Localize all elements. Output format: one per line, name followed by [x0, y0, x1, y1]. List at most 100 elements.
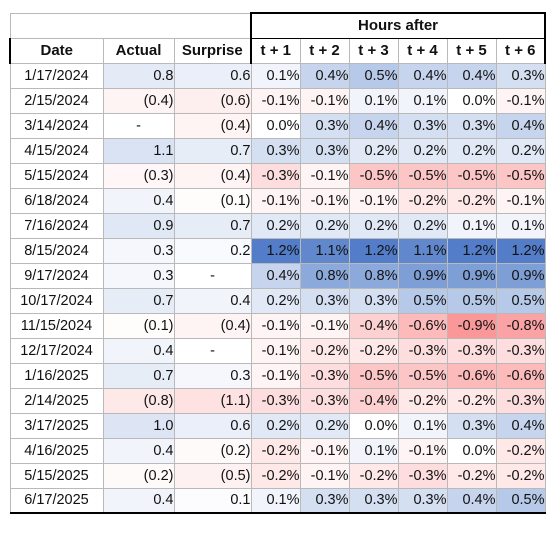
hour-return-cell: -0.3%	[397, 462, 448, 489]
hour-return-cell: 1.2%	[446, 237, 497, 264]
date-cell: 7/16/2024	[9, 212, 104, 239]
hour-return-cell: 0.5%	[495, 287, 546, 314]
hour-return-cell: 0.1%	[495, 212, 546, 239]
hour-return-cell: -0.3%	[397, 337, 448, 364]
table-body: 1/17/2024 0.8 0.6 0.1% 0.4% 0.5% 0.4% 0.4% 0.3% 2…	[9, 62, 546, 514]
date-column-header: Date	[9, 37, 104, 64]
hour-return-cell: -0.2%	[446, 462, 497, 489]
hour-return-cell: 0.3%	[397, 112, 448, 139]
hour-return-cell: 0.2%	[250, 412, 301, 439]
hour-return-cell: 0.1%	[446, 212, 497, 239]
hour-return-cell: -0.6%	[495, 362, 546, 389]
hour-return-cell: 0.2%	[348, 137, 399, 164]
hour-return-cell: 0.1%	[250, 487, 301, 514]
date-cell: 1/17/2024	[9, 62, 104, 89]
hour-return-cell: -0.3%	[446, 337, 497, 364]
hour-return-cell: 1.2%	[250, 237, 301, 264]
hour-return-cell: 0.5%	[446, 287, 497, 314]
table-row: 6/18/2024 0.4 (0.1) -0.1% -0.1% -0.1% -0.2% -0.…	[9, 187, 546, 214]
hour-return-cell: -0.6%	[397, 312, 448, 339]
hour-return-cell: -0.1%	[397, 437, 448, 464]
hour-return-cell: 0.5%	[397, 287, 448, 314]
hour-return-cell: 0.3%	[495, 62, 546, 89]
surprise-cell: (1.1)	[173, 387, 252, 414]
hour-return-cell: 0.2%	[397, 137, 448, 164]
hour-return-cell: -0.3%	[495, 387, 546, 414]
hour-return-cell: 0.4%	[495, 112, 546, 139]
date-cell: 5/15/2025	[9, 462, 104, 489]
hour-return-cell: 0.1%	[397, 412, 448, 439]
hour-return-cell: -0.4%	[348, 312, 399, 339]
date-cell: 12/17/2024	[9, 337, 104, 364]
group-header-row: Hours after	[9, 12, 546, 39]
hour-return-cell: 0.4%	[446, 487, 497, 514]
actual-cell: (0.2)	[102, 462, 175, 489]
hour-return-cell: -0.3%	[250, 387, 301, 414]
hour-return-cell: 0.2%	[495, 137, 546, 164]
table-row: 2/14/2025 (0.8) (1.1) -0.3% -0.3% -0.4% -0.2% -…	[9, 387, 546, 414]
surprise-cell: 0.6	[173, 62, 252, 89]
hour-return-cell: 0.2%	[299, 412, 350, 439]
actual-cell: 0.7	[102, 362, 175, 389]
hour-return-cell: -0.4%	[348, 387, 399, 414]
hour-return-cell: 0.3%	[348, 487, 399, 514]
hour-column-header: t + 4	[397, 37, 448, 64]
table-row: 2/15/2024 (0.4) (0.6) -0.1% -0.1% 0.1% 0.1% 0.0…	[9, 87, 546, 114]
hour-return-cell: -0.1%	[348, 187, 399, 214]
actual-cell: 0.3	[102, 237, 175, 264]
hour-return-cell: 0.8%	[299, 262, 350, 289]
table-row: 7/16/2024 0.9 0.7 0.2% 0.2% 0.2% 0.2% 0.1% 0.1%	[9, 212, 546, 239]
hour-return-cell: -0.6%	[446, 362, 497, 389]
surprise-cell: 0.3	[173, 362, 252, 389]
hour-return-cell: 0.3%	[348, 287, 399, 314]
table-row: 6/17/2025 0.4 0.1 0.1% 0.3% 0.3% 0.3% 0.4% 0.5%	[9, 487, 546, 514]
hour-column-header: t + 3	[348, 37, 399, 64]
hour-return-cell: 0.5%	[348, 62, 399, 89]
hour-return-cell: 1.2%	[348, 237, 399, 264]
hour-return-cell: 0.2%	[250, 287, 301, 314]
surprise-cell: (0.4)	[173, 312, 252, 339]
hour-return-cell: -0.2%	[397, 187, 448, 214]
date-cell: 6/18/2024	[9, 187, 104, 214]
hour-return-cell: 1.1%	[299, 237, 350, 264]
hour-return-cell: -0.5%	[495, 162, 546, 189]
hour-return-cell: -0.5%	[397, 362, 448, 389]
hour-return-cell: -0.1%	[299, 87, 350, 114]
actual-cell: (0.8)	[102, 387, 175, 414]
hour-return-cell: -0.1%	[250, 312, 301, 339]
date-cell: 2/15/2024	[9, 87, 104, 114]
hour-return-cell: 0.3%	[446, 112, 497, 139]
actual-cell: (0.3)	[102, 162, 175, 189]
date-cell: 5/15/2024	[9, 162, 104, 189]
hour-return-cell: -0.2%	[495, 437, 546, 464]
hour-return-cell: 0.4%	[299, 62, 350, 89]
hour-return-cell: -0.3%	[299, 362, 350, 389]
date-cell: 11/15/2024	[9, 312, 104, 339]
hour-column-header: t + 5	[446, 37, 497, 64]
surprise-cell: -	[173, 337, 252, 364]
hour-return-cell: 0.4%	[250, 262, 301, 289]
table-row: 8/15/2024 0.3 0.2 1.2% 1.1% 1.2% 1.1% 1.2% 1.2%	[9, 237, 546, 264]
hour-return-cell: -0.2%	[348, 462, 399, 489]
actual-column-header: Actual	[102, 37, 175, 64]
hour-return-cell: 0.2%	[348, 212, 399, 239]
surprise-cell: 0.7	[173, 137, 252, 164]
hour-return-cell: -0.2%	[250, 437, 301, 464]
hour-return-cell: -0.3%	[250, 162, 301, 189]
hour-return-cell: 0.4%	[348, 112, 399, 139]
table-row: 12/17/2024 0.4- -0.1% -0.2% -0.2% -0.3% -0.3% -…	[9, 337, 546, 364]
date-cell: 8/15/2024	[9, 237, 104, 264]
date-cell: 1/16/2025	[9, 362, 104, 389]
table-row: 3/17/2025 1.0 0.6 0.2% 0.2% 0.0% 0.1% 0.3% 0.4%	[9, 412, 546, 439]
table-row: 5/15/2025 (0.2) (0.5) -0.2% -0.1% -0.2% -0.3% -…	[9, 462, 546, 489]
table-row: 10/17/2024 0.7 0.4 0.2% 0.3% 0.3% 0.5% 0.5% 0.5%	[9, 287, 546, 314]
hour-return-cell: 0.3%	[299, 287, 350, 314]
table-row: 1/17/2024 0.8 0.6 0.1% 0.4% 0.5% 0.4% 0.4% 0.3%	[9, 62, 546, 89]
date-cell: 9/17/2024	[9, 262, 104, 289]
hour-return-cell: -0.1%	[299, 437, 350, 464]
hour-return-cell: -0.1%	[299, 187, 350, 214]
actual-cell: 0.4	[102, 337, 175, 364]
hour-return-cell: 0.0%	[348, 412, 399, 439]
table-row: 3/14/2024- (0.4) 0.0% 0.3% 0.4% 0.3% 0.3% 0.4%	[9, 112, 546, 139]
surprise-cell: (0.1)	[173, 187, 252, 214]
